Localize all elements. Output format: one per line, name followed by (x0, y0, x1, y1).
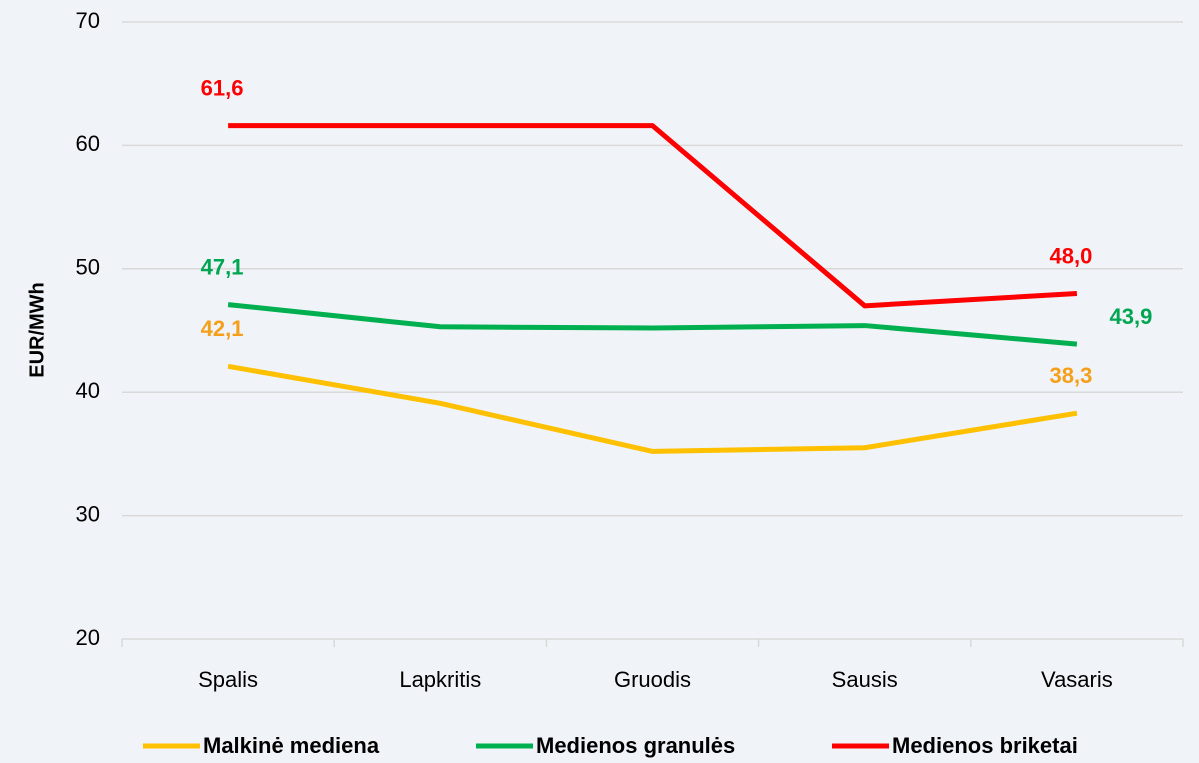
legend-label: Medienos granulės (536, 733, 735, 758)
legend-label: Malkinė mediena (203, 733, 380, 758)
x-tick-label: Lapkritis (399, 667, 481, 692)
data-label: 38,3 (1049, 363, 1092, 388)
x-tick-label: Vasaris (1041, 667, 1113, 692)
series-line (227, 363, 1078, 454)
data-label: 48,0 (1049, 243, 1092, 268)
series-line (228, 123, 1078, 309)
x-tick-label: Sausis (832, 667, 898, 692)
data-label: 43,9 (1109, 304, 1152, 329)
y-tick-label: 30 (76, 501, 100, 526)
data-label: 42,1 (201, 316, 244, 341)
legend-label: Medienos briketai (892, 733, 1078, 758)
y-tick-label: 70 (76, 8, 100, 33)
y-axis-label: EUR/MWh (26, 282, 48, 378)
series-line (227, 302, 1078, 347)
data-label: 61,6 (201, 75, 244, 100)
x-tick-label: Gruodis (614, 667, 691, 692)
y-tick-label: 60 (76, 131, 100, 156)
x-tick-label: Spalis (198, 667, 258, 692)
y-tick-label: 20 (76, 625, 100, 650)
y-tick-label: 50 (76, 255, 100, 280)
data-label: 47,1 (201, 254, 244, 279)
y-tick-label: 40 (76, 378, 100, 403)
